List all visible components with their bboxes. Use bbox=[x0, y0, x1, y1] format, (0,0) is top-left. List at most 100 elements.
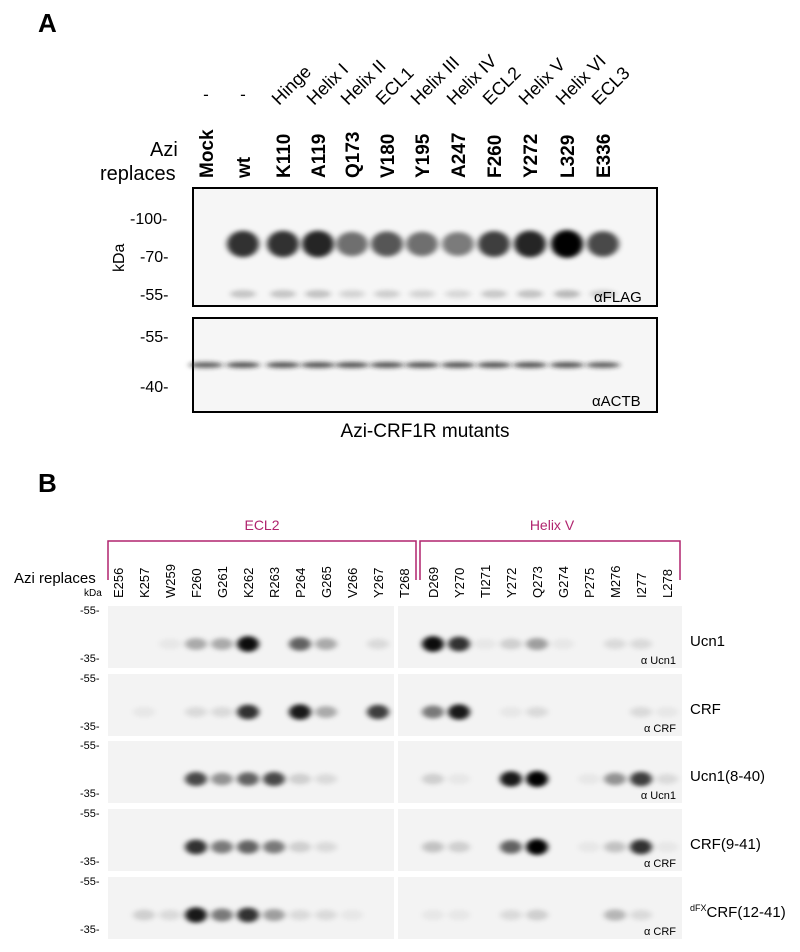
actb-antibody: αACTB bbox=[592, 393, 641, 410]
band bbox=[604, 841, 626, 853]
band bbox=[578, 773, 600, 785]
antibody-label: α Ucn1 bbox=[641, 655, 676, 667]
flag-band-minor bbox=[517, 290, 543, 298]
flag-band bbox=[551, 230, 583, 258]
flag-band-minor bbox=[305, 290, 331, 298]
antibody-label: α Ucn1 bbox=[641, 790, 676, 802]
blot-right bbox=[398, 606, 682, 668]
actb-marker-40: -40- bbox=[140, 379, 168, 396]
lane-region: Hinge bbox=[268, 61, 315, 108]
actb-band bbox=[405, 362, 439, 368]
actb-band bbox=[513, 362, 547, 368]
lane-label: L278 bbox=[660, 569, 675, 598]
antibody-label: α CRF bbox=[644, 858, 676, 870]
band bbox=[367, 638, 389, 650]
lane-residue: F260 bbox=[485, 135, 506, 178]
kda-label-b: kDa bbox=[84, 588, 102, 599]
blot-row: -55- -35- α Ucn1 Ucn1 bbox=[80, 605, 725, 668]
lane-label: P275 bbox=[582, 568, 597, 598]
actb-band bbox=[189, 362, 223, 368]
band bbox=[211, 840, 233, 854]
band bbox=[448, 909, 470, 921]
flag-band bbox=[267, 230, 299, 258]
marker-55: -55- bbox=[80, 740, 100, 752]
ligand-label: CRF bbox=[690, 701, 721, 718]
band bbox=[552, 638, 574, 650]
lane-label: F260 bbox=[189, 568, 204, 598]
panel-b-label: B bbox=[38, 468, 57, 498]
band bbox=[630, 706, 652, 718]
band bbox=[630, 909, 652, 921]
band bbox=[315, 638, 337, 650]
band bbox=[578, 841, 600, 853]
blot-row: -55- -35- α CRF CRF(9-41) bbox=[80, 808, 761, 871]
flag-band bbox=[336, 231, 368, 257]
lane-residue: Y272 bbox=[521, 134, 542, 178]
lane-residue: E336 bbox=[594, 134, 615, 178]
blot-left bbox=[108, 809, 394, 871]
band bbox=[211, 638, 233, 650]
blot-row: -55- -35- α CRF dFXCRF(12-41) bbox=[80, 876, 786, 939]
band bbox=[315, 909, 337, 921]
lane-label: V266 bbox=[345, 568, 360, 598]
band bbox=[500, 638, 522, 650]
band bbox=[237, 704, 259, 720]
band bbox=[448, 841, 470, 853]
lane-label: TI271 bbox=[478, 565, 493, 598]
marker-55: -55- bbox=[80, 876, 100, 888]
band bbox=[500, 771, 522, 787]
ligand-name: CRF(9-41) bbox=[690, 836, 761, 853]
band bbox=[656, 841, 678, 853]
band bbox=[159, 909, 181, 921]
ligand-label: dFXCRF(12-41) bbox=[690, 903, 786, 921]
flag-band-minor bbox=[481, 290, 507, 298]
band bbox=[630, 638, 652, 650]
lane-label: P264 bbox=[293, 568, 308, 598]
lane-label: E256 bbox=[111, 568, 126, 598]
lane-label: K262 bbox=[241, 568, 256, 598]
marker-35: -35- bbox=[80, 856, 100, 868]
band bbox=[185, 907, 207, 923]
band bbox=[422, 841, 444, 853]
band bbox=[289, 841, 311, 853]
lane-label: K257 bbox=[137, 568, 152, 598]
ligand-label: Ucn1 bbox=[690, 633, 725, 650]
band bbox=[474, 638, 496, 650]
azi-replaces-label: Azi replaces bbox=[14, 570, 96, 587]
flag-band bbox=[442, 232, 474, 256]
band bbox=[422, 705, 444, 719]
band bbox=[133, 909, 155, 921]
antibody-label: α CRF bbox=[644, 926, 676, 938]
actb-band bbox=[335, 362, 369, 368]
marker-35: -35- bbox=[80, 721, 100, 733]
lane-residue: V180 bbox=[378, 134, 399, 178]
marker-55: -55- bbox=[80, 673, 100, 685]
flag-band-minor bbox=[409, 290, 435, 298]
flag-band-minor bbox=[374, 290, 400, 298]
kda-label: kDa bbox=[111, 243, 128, 272]
marker-55: -55- bbox=[140, 287, 168, 304]
ligand-name: CRF(12-41) bbox=[707, 904, 786, 921]
band bbox=[159, 638, 181, 650]
lane-residue: Mock bbox=[197, 129, 218, 178]
band bbox=[237, 636, 259, 652]
marker-55: -55- bbox=[80, 808, 100, 820]
band bbox=[526, 909, 548, 921]
lane-label: Y267 bbox=[371, 568, 386, 598]
azi-label: Azi bbox=[150, 139, 178, 161]
blot-left bbox=[108, 741, 394, 803]
flag-band bbox=[478, 231, 510, 257]
band bbox=[211, 706, 233, 718]
actb-band bbox=[301, 362, 335, 368]
lane-region: - bbox=[203, 85, 209, 104]
band bbox=[500, 909, 522, 921]
flag-band-minor bbox=[339, 290, 365, 298]
lane-residue: K110 bbox=[274, 134, 295, 178]
band bbox=[315, 706, 337, 718]
helix-v-bracket bbox=[419, 540, 681, 580]
band bbox=[185, 771, 207, 787]
flag-band-minor bbox=[554, 290, 580, 298]
lane-label: M276 bbox=[608, 565, 623, 598]
lane-label: G265 bbox=[319, 566, 334, 598]
panel-a-caption: Azi-CRF1R mutants bbox=[341, 421, 510, 442]
